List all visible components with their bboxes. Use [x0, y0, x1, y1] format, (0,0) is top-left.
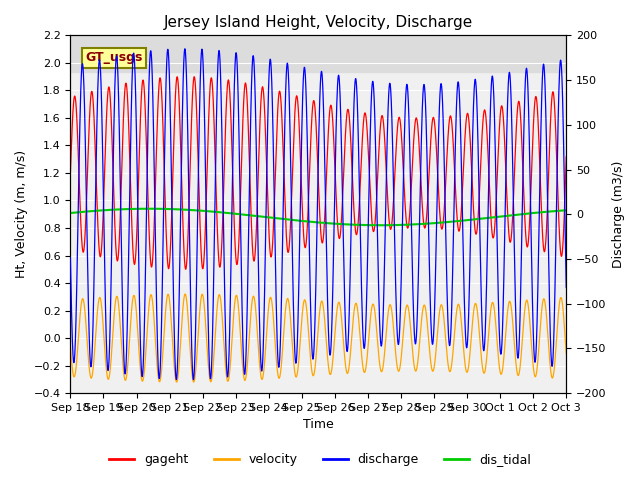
Title: Jersey Island Height, Velocity, Discharge: Jersey Island Height, Velocity, Discharg… [164, 15, 473, 30]
Text: GT_usgs: GT_usgs [85, 51, 143, 64]
Y-axis label: Discharge (m3/s): Discharge (m3/s) [612, 160, 625, 268]
X-axis label: Time: Time [303, 419, 333, 432]
Y-axis label: Ht, Velocity (m, m/s): Ht, Velocity (m, m/s) [15, 150, 28, 278]
Legend: gageht, velocity, discharge, dis_tidal: gageht, velocity, discharge, dis_tidal [104, 448, 536, 471]
Bar [70, 36, 566, 72]
